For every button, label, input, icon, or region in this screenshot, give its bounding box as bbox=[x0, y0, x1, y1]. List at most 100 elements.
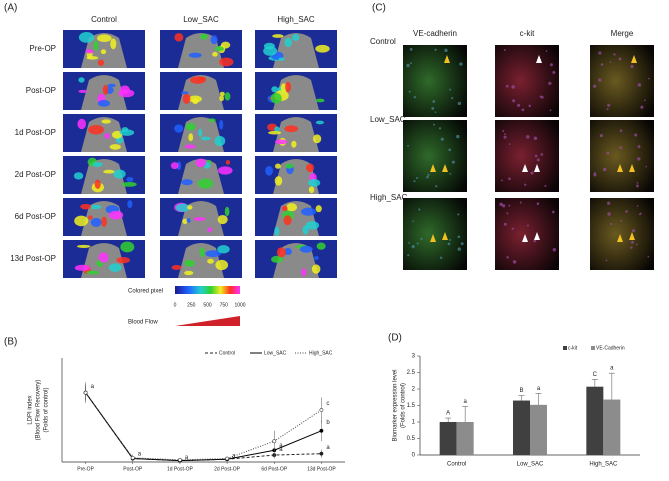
cell-dot bbox=[449, 88, 452, 91]
flow-spot bbox=[120, 241, 135, 253]
cell-dot bbox=[636, 205, 639, 207]
cell-dot bbox=[602, 167, 607, 172]
arrowhead bbox=[629, 164, 635, 172]
series-line bbox=[85, 392, 322, 462]
flow-spot bbox=[187, 205, 193, 210]
row-label: 13d Post-OP bbox=[10, 254, 56, 263]
flow-spot bbox=[291, 34, 300, 41]
row-label: Low_SAC bbox=[370, 115, 406, 124]
flow-spot bbox=[308, 186, 315, 194]
cell-dot bbox=[607, 103, 611, 107]
colorbar bbox=[175, 286, 240, 294]
bar bbox=[530, 404, 547, 455]
cell-dot bbox=[519, 201, 522, 204]
cell-dot bbox=[511, 85, 515, 89]
cell-dot bbox=[540, 153, 544, 156]
row-label: 6d Post-OP bbox=[15, 212, 56, 221]
legend-label: VE-Cadherin bbox=[596, 345, 625, 351]
x-tick-label: 1d Post-OP bbox=[167, 466, 194, 472]
significance-letter: B bbox=[519, 388, 523, 394]
flow-spot bbox=[208, 118, 216, 123]
flow-spot bbox=[192, 98, 199, 105]
cell-dot bbox=[625, 210, 628, 213]
flow-spot bbox=[188, 133, 194, 142]
flow-spot bbox=[73, 172, 84, 180]
flow-spot bbox=[76, 244, 91, 249]
colorbar-tick-label: 500 bbox=[203, 302, 212, 308]
flow-spot bbox=[283, 215, 292, 226]
cell-dot bbox=[410, 62, 412, 65]
flow-spot bbox=[98, 252, 109, 263]
flow-spot bbox=[219, 57, 234, 67]
flow-spot bbox=[286, 203, 298, 212]
cell-dot bbox=[530, 171, 534, 175]
flow-spot bbox=[315, 44, 330, 53]
flow-spot bbox=[197, 76, 207, 82]
cell-dot bbox=[508, 204, 511, 207]
cell-dot bbox=[607, 201, 611, 205]
cell-dot bbox=[457, 247, 462, 251]
micrograph bbox=[403, 45, 467, 117]
arrowhead bbox=[629, 232, 635, 240]
cell-dot bbox=[527, 224, 530, 227]
cell-dot bbox=[552, 70, 556, 75]
cell-dot bbox=[548, 81, 552, 85]
cell-dot bbox=[412, 220, 415, 223]
arrowhead bbox=[442, 164, 448, 172]
flow-spot bbox=[198, 128, 203, 137]
arrowhead bbox=[444, 55, 450, 63]
row-label: High_SAC bbox=[370, 193, 408, 202]
flow-spot bbox=[272, 34, 284, 38]
cell-dot bbox=[503, 49, 506, 51]
ldpi-image bbox=[255, 30, 337, 68]
column-label: VE-cadherin bbox=[413, 29, 457, 38]
flow-spot bbox=[214, 135, 226, 147]
flow-spot bbox=[78, 77, 85, 83]
ldpi-image bbox=[63, 30, 145, 68]
colorbar-tick-label: 1000 bbox=[234, 302, 245, 308]
panel-label: (C) bbox=[372, 3, 386, 14]
x-tick-label: Low_SAC bbox=[517, 462, 544, 468]
cell-dot bbox=[619, 129, 623, 132]
flow-spot bbox=[87, 215, 93, 220]
significance-letter: a bbox=[279, 443, 283, 449]
legend-label: Control bbox=[219, 350, 235, 356]
arrowhead bbox=[430, 234, 436, 242]
flow-spot bbox=[101, 216, 107, 227]
flow-spot bbox=[220, 41, 231, 49]
cell-dot bbox=[536, 158, 540, 162]
flow-spot bbox=[174, 124, 184, 133]
flow-spot bbox=[121, 127, 129, 133]
flow-spot bbox=[274, 163, 281, 169]
row-label: 2d Post-OP bbox=[15, 170, 56, 179]
cell-dot bbox=[526, 135, 530, 139]
flow-spot bbox=[110, 38, 117, 50]
flow-spot bbox=[224, 92, 231, 101]
arrowhead bbox=[536, 55, 542, 63]
flow-spot bbox=[186, 218, 191, 223]
flow-spot bbox=[207, 258, 214, 264]
cell-dot bbox=[524, 183, 527, 186]
column-label: Control bbox=[91, 15, 117, 24]
flow-spot bbox=[265, 166, 273, 176]
cell-dot bbox=[517, 103, 521, 107]
flow-spot bbox=[85, 49, 94, 54]
cell-dot bbox=[434, 111, 437, 114]
cell-dot bbox=[536, 202, 540, 205]
flow-spot bbox=[126, 176, 134, 182]
cell-dot bbox=[444, 48, 448, 53]
cell-dot bbox=[438, 127, 442, 130]
cell-dot bbox=[539, 95, 542, 98]
flow-spot bbox=[263, 46, 278, 56]
micrograph bbox=[403, 120, 467, 192]
flow-spot bbox=[93, 40, 99, 52]
panel-label: (D) bbox=[388, 333, 402, 344]
cell-dot bbox=[407, 144, 410, 147]
micrograph bbox=[495, 198, 559, 270]
cell-dot bbox=[433, 123, 435, 126]
flow-spot bbox=[74, 264, 90, 271]
y-tick-label: 1 bbox=[412, 420, 416, 426]
cell-dot bbox=[500, 179, 503, 182]
column-label: c-kit bbox=[520, 29, 535, 38]
cell-dot bbox=[435, 185, 438, 188]
